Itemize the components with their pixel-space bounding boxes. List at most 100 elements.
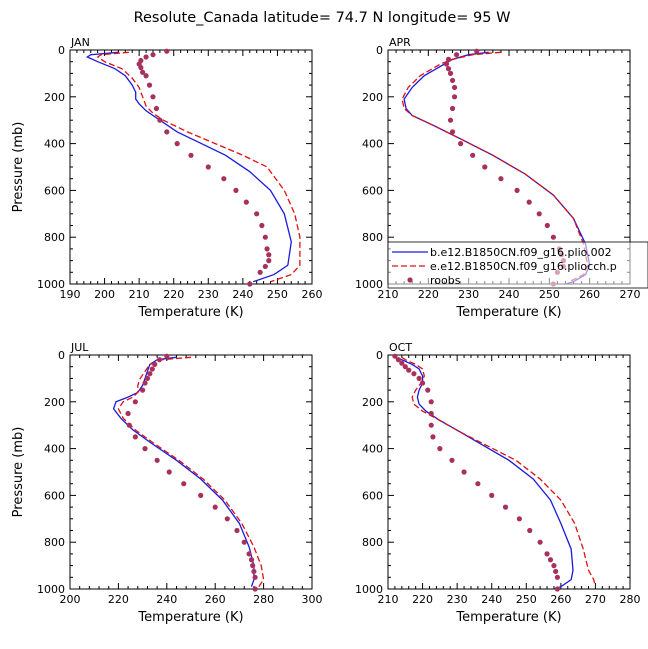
series-roobs-point [551,563,557,569]
x-tick-label: 260 [302,288,323,301]
series-roobs-point [126,422,132,428]
x-tick-label: 210 [129,288,150,301]
y-tick-label: 200 [362,91,383,104]
series-roobs-point [550,234,556,240]
legend-label-roobs: roobs [430,274,461,287]
series-roobs-point [262,234,268,240]
series-roobs-point [152,361,158,367]
x-tick-label: 230 [458,288,479,301]
series-roobs-point [445,66,452,72]
series-roobs-point [449,77,456,84]
x-tick-label: 200 [60,593,81,606]
series-roobs-point [461,469,467,475]
y-tick-label: 600 [362,489,383,502]
x-tick-label: 200 [94,288,115,301]
series-roobs-point [449,129,456,135]
x-tick-label: 240 [481,593,502,606]
y-tick-label: 1000 [355,278,383,291]
y-tick-label: 400 [44,138,65,151]
series-roobs-point [250,563,256,569]
x-tick-label: 270 [585,593,606,606]
series-roobs-point [527,527,533,534]
series-roobs-point [411,371,417,377]
series-roobs-point [144,375,151,381]
series-roobs-point [143,54,149,60]
series-roobs-point [153,105,160,112]
x-axis-label: Temperature (K) [137,610,243,625]
series-roobs-point [447,117,454,123]
y-tick-label: 0 [376,44,383,57]
y-tick-label: 0 [376,349,383,362]
series-roobs-point [233,187,239,193]
series-roobs-point [234,527,240,534]
series-roobs-point [266,252,272,258]
series-roobs-point [142,446,148,452]
series-roobs-point [489,492,495,498]
series-roobs-point [264,246,270,252]
series-roobs-point [262,263,268,270]
figure-title: Resolute_Canada latitude= 74.7 N longitu… [134,10,511,26]
x-tick-label: 190 [60,288,81,301]
y-tick-label: 200 [44,396,65,409]
series-roobs-point [428,399,434,405]
series-roobs-point [154,457,160,463]
series-roobs-point [437,446,443,452]
series-roobs-point [140,69,146,75]
series-roobs-point [146,82,153,88]
series-roobs-point [164,129,170,135]
panel-title: JUL [70,341,89,354]
series-roobs-point [252,586,258,592]
x-tick-label: 300 [302,593,323,606]
series-roobs-point [502,504,509,510]
legend-label-plio: b.e12.B1850CN.f09_g16.plio.002 [430,246,612,259]
series-roobs-point [252,574,258,580]
series-roobs-point [395,357,401,363]
panel-jan: 190 200 210 220 230 240 250 260 0 200 400 600 800 100… [11,36,323,320]
series-roobs-point [399,360,405,366]
series-roobs-point [257,269,263,275]
series-roobs-point [181,481,187,487]
series-roobs-point [498,176,504,182]
series-roobs-point [416,375,422,381]
series-roobs-point [174,141,180,147]
x-tick-label: 250 [539,288,560,301]
panel-title: APR [389,36,411,49]
series-roobs-point [451,84,458,91]
x-tick-label: 230 [198,288,219,301]
x-tick-label: 260 [205,593,226,606]
y-axis-label: Pressure (mb) [11,427,26,518]
series-pliocch-line [401,51,589,283]
series-roobs-point [221,176,227,182]
series-roobs-point [143,73,149,79]
series-roobs-point [425,387,431,393]
x-tick-label: 210 [378,593,399,606]
series-roobs-point [406,367,412,373]
series-roobs-point [470,152,476,158]
series-pliocch-line [117,356,265,588]
series-roobs-point [251,568,257,575]
series-roobs-point [198,492,204,498]
y-tick-label: 200 [44,91,65,104]
y-tick-label: 1000 [355,583,383,596]
series-plio-line [112,356,255,587]
x-tick-label: 280 [253,593,274,606]
series-roobs-point [142,380,148,386]
series-roobs-point [428,410,434,417]
series-roobs-point [254,211,260,217]
x-tick-label: 240 [232,288,253,301]
x-tick-label: 230 [447,593,468,606]
series-roobs-point [428,422,434,428]
x-tick-label: 220 [163,288,184,301]
series-roobs-point [150,94,156,100]
series-roobs-point [241,539,247,545]
series-roobs-point [482,164,488,170]
series-roobs-point [554,586,561,592]
series-roobs-point [150,52,156,58]
series-roobs-point [544,222,550,229]
series-roobs-point [147,371,153,377]
y-tick-label: 800 [362,231,383,244]
y-tick-label: 800 [44,536,65,549]
plot-frame [387,354,631,590]
y-tick-label: 600 [362,184,383,197]
y-tick-label: 400 [362,443,383,456]
